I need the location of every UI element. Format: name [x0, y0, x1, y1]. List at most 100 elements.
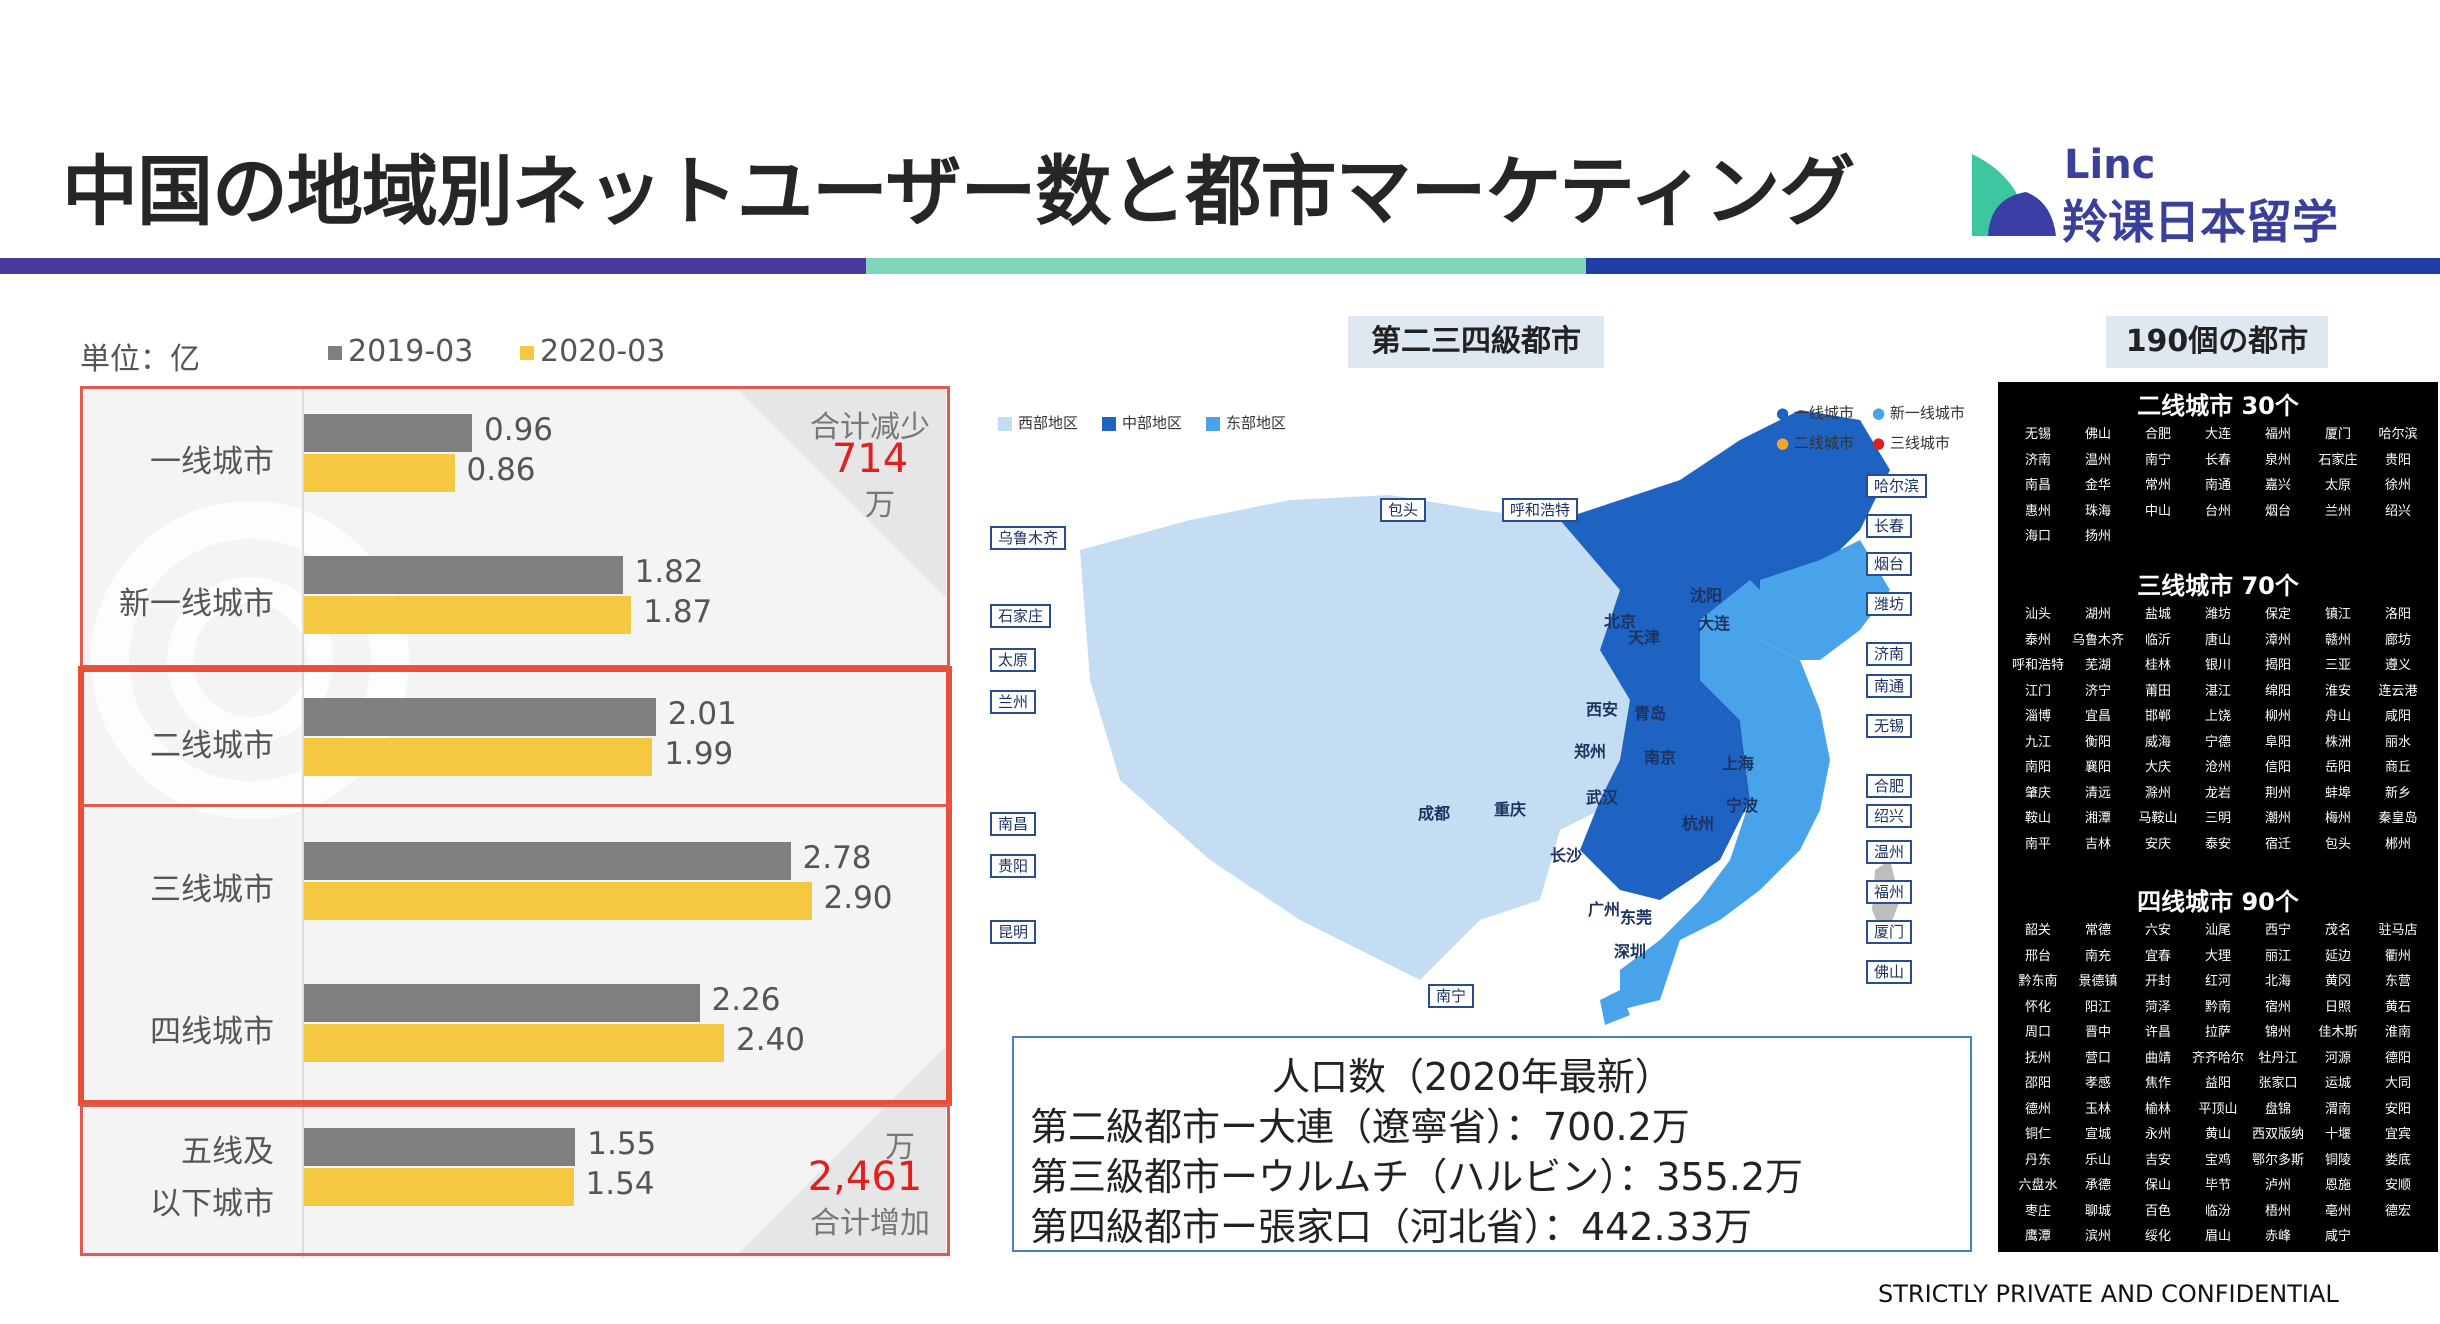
city-name: 驻马店 [2378, 923, 2418, 938]
city-name: 汕头 [2024, 607, 2051, 622]
bar-2020-03 [304, 1024, 724, 1062]
city-name: 亳州 [2324, 1203, 2351, 1219]
map-city-name: 成都 [1418, 804, 1451, 823]
bar-value-label: 1.87 [643, 594, 713, 630]
city-name: 秦皇岛 [2378, 811, 2418, 826]
city-name: 大连 [2204, 427, 2231, 442]
city-name: 绍兴 [2384, 503, 2411, 519]
unit-label: 単位：亿 [80, 342, 200, 377]
bar-value-label: 0.96 [484, 412, 554, 448]
map-city-name: 沈阳 [1690, 586, 1723, 605]
legend-2019: 2019-03 [328, 334, 473, 369]
legend-west-swatch [998, 416, 1012, 431]
city-name: 哈尔滨 [2378, 427, 2418, 442]
city-name: 滨州 [2084, 1229, 2111, 1244]
city-name: 泸州 [2264, 1178, 2291, 1193]
city-name: 九江 [2024, 734, 2051, 750]
city-name: 佳木斯 [2318, 1025, 2358, 1040]
linc-logo [1972, 154, 2056, 236]
city-name: 聊城 [2084, 1203, 2111, 1219]
city-name: 廊坊 [2384, 632, 2411, 648]
city-name: 大庆 [2144, 760, 2171, 775]
city-name: 盐城 [2144, 607, 2171, 622]
map-region-central [1560, 410, 1890, 900]
city-name: 焦作 [2144, 1076, 2171, 1091]
bar-2019-03 [304, 984, 700, 1022]
tier4-heading: 四线城市 90个 [2137, 888, 2299, 916]
bar-value-label: 1.55 [587, 1126, 657, 1162]
city-name: 邯郸 [2144, 709, 2171, 724]
city-name: 运城 [2324, 1076, 2351, 1091]
city-name: 怀化 [2024, 999, 2051, 1015]
category-label: 四线城市 [150, 1014, 274, 1050]
city-name: 茂名 [2324, 923, 2351, 938]
decrease-unit: 万 [865, 488, 895, 523]
city-name: 永州 [2144, 1127, 2171, 1142]
city-name: 黔南 [2204, 999, 2231, 1015]
legend-tier-2-label: 二线城市 [1793, 434, 1854, 452]
watermark-circle [91, 501, 409, 819]
city-name: 许昌 [2144, 1025, 2171, 1040]
population-line-2: 第三級都市ーウルムチ（ハルビン）：355.2万 [1030, 1155, 1804, 1199]
city-name: 汕尾 [2204, 923, 2231, 938]
legend-central-swatch [1102, 416, 1116, 431]
city-name: 唐山 [2204, 632, 2231, 648]
map-city-name: 大连 [1698, 614, 1731, 633]
map-city-label: 温州 [1866, 840, 1913, 864]
city-name: 梧州 [2264, 1203, 2291, 1219]
map-city-label: 呼和浩特 [1502, 498, 1579, 522]
map-city-label: 烟台 [1866, 552, 1913, 576]
category-label: 新一线城市 [119, 586, 274, 622]
city-name: 河源 [2324, 1050, 2351, 1066]
map-city-label: 绍兴 [1866, 804, 1913, 828]
increase-group-box [80, 1104, 950, 1256]
city-name: 马鞍山 [2138, 811, 2178, 826]
map-city-name: 宁波 [1726, 796, 1759, 815]
logo-latin-text: Linc [2064, 142, 2156, 188]
city-name: 丽水 [2384, 734, 2411, 750]
increase-corner-triangle [738, 1046, 946, 1254]
city-name: 镇江 [2324, 607, 2351, 622]
map-region-east [1620, 580, 1830, 1010]
bar-2019-03 [304, 1128, 576, 1166]
city-name: 信阳 [2264, 760, 2291, 775]
map-city-name: 北京 [1604, 612, 1637, 631]
map-city-label: 长春 [1866, 514, 1913, 538]
city-name: 保山 [2144, 1178, 2171, 1193]
city-name: 泉州 [2264, 452, 2291, 468]
population-box [1012, 1036, 1972, 1252]
city-name: 贵阳 [2384, 452, 2411, 468]
city-name: 娄底 [2384, 1152, 2411, 1168]
city-name: 宁德 [2204, 734, 2231, 750]
bar-2020-03 [304, 596, 632, 634]
bar-value-label: 2.40 [736, 1022, 806, 1058]
city-name: 大理 [2204, 948, 2231, 964]
city-name: 安阳 [2384, 1101, 2411, 1117]
city-name: 南宁 [2144, 452, 2171, 468]
city-name: 日照 [2324, 999, 2351, 1015]
city-name: 鞍山 [2024, 811, 2051, 826]
category-label: 二线城市 [150, 728, 274, 764]
map-city-name: 青岛 [1634, 704, 1667, 723]
city-name: 烟台 [2264, 503, 2291, 519]
city-name: 威海 [2144, 734, 2171, 750]
city-name: 湖州 [2084, 607, 2111, 622]
bar-2020-03 [304, 738, 653, 776]
city-name: 拉萨 [2204, 1025, 2231, 1040]
city-name: 齐齐哈尔 [2191, 1050, 2244, 1066]
category-label: 以下城市 [150, 1186, 274, 1222]
map-city-label: 南昌 [990, 812, 1037, 836]
city-name: 泰安 [2204, 836, 2231, 852]
bar-value-label: 0.86 [466, 452, 536, 488]
city-name: 太原 [2324, 478, 2351, 493]
legend-tier-2: ● 二线城市 [1776, 434, 1854, 452]
city-name: 龙岩 [2204, 785, 2231, 801]
city-name: 菏泽 [2144, 999, 2171, 1015]
city-name: 珠海 [2084, 503, 2111, 519]
city-name: 恩施 [2324, 1178, 2351, 1193]
legend-2020-label: 2020-03 [540, 334, 666, 369]
city-name: 遵义 [2384, 658, 2411, 673]
city-name: 惠州 [2024, 503, 2051, 519]
map-city-name: 深圳 [1614, 942, 1647, 961]
city-name: 莆田 [2144, 683, 2171, 699]
